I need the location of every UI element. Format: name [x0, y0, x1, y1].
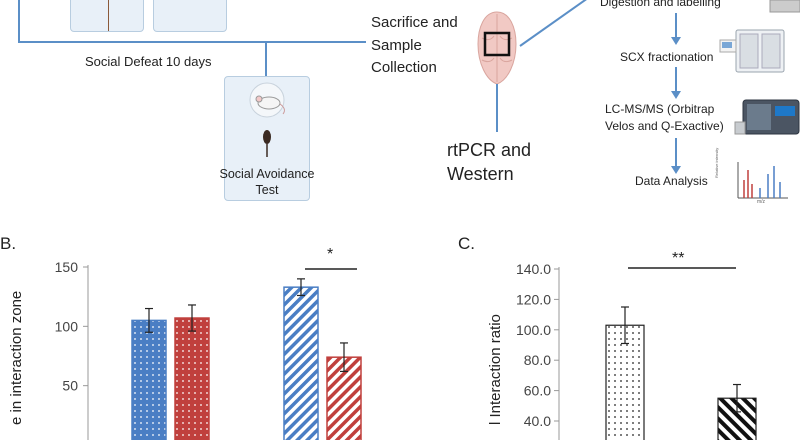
bracket-horizontal: [18, 41, 366, 43]
y-tick-label: 100.0: [516, 322, 551, 338]
spectrum-y-label: Relative intensity: [714, 147, 719, 178]
arrow-down-2: [671, 67, 681, 99]
brain-to-workflow-line: [519, 0, 587, 47]
arrow-down-1: [671, 13, 681, 45]
cage-divider: [108, 0, 109, 31]
spectrum-x-label: m/z: [757, 199, 766, 205]
bar: [283, 286, 319, 440]
y-tick-label: 140.0: [516, 261, 551, 277]
workflow-step-lcms-2: Velos and Q-Exactive): [605, 119, 724, 133]
sacrifice-line2: Sample: [371, 37, 422, 54]
cage-box-left: [70, 0, 144, 32]
panel-c-significance: **: [672, 250, 685, 267]
social-avoidance-line2: Test: [255, 183, 279, 197]
mouse-icon: [249, 82, 285, 157]
bracket-left-vertical: [18, 0, 20, 42]
spectrum-icon: [737, 162, 788, 199]
social-defeat-label: Social Defeat 10 days: [85, 54, 212, 69]
mass-spec-icon: [734, 99, 800, 135]
y-tick-label: 40.0: [524, 413, 551, 429]
bracket-center-stem: [265, 42, 267, 78]
workflow-step-digestion: Digestion and labelling: [600, 0, 721, 9]
y-tick-label: 80.0: [524, 352, 551, 368]
rtpcr-line1: rtPCR and: [447, 140, 532, 160]
social-avoidance-line1: Social Avoidance: [219, 167, 315, 181]
chart-b: 50 100 150: [55, 259, 362, 440]
chart-c: 40.0 60.0 80.0 100.0 120.0 140.0: [516, 261, 757, 440]
rtpcr-line2: Western: [447, 164, 514, 184]
sacrifice-line1: Sacrifice and: [371, 14, 458, 31]
sacrifice-line3: Collection: [371, 59, 437, 76]
y-tick-label: 60.0: [524, 383, 551, 399]
workflow-step-lcms-1: LC-MS/MS (Orbitrap: [605, 102, 715, 116]
cage-box-right: [153, 0, 227, 32]
workflow-step-scx: SCX fractionation: [620, 50, 714, 64]
brain-icon: [477, 11, 517, 85]
y-tick-label: 50: [62, 378, 78, 394]
y-tick-label: 120.0: [516, 291, 551, 307]
instrument-icon-top: [769, 0, 800, 13]
workflow-step-analysis: Data Analysis: [635, 174, 708, 188]
panel-c-label: C.: [458, 234, 475, 253]
brain-to-rtpcr-line: [496, 84, 498, 132]
brain-selection-box: [483, 31, 511, 57]
social-avoidance-box: Social Avoidance Test: [220, 76, 314, 201]
scx-instrument-icon: [719, 29, 785, 73]
y-tick-label: 100: [55, 318, 79, 334]
arrow-down-3: [671, 138, 681, 174]
bar: [131, 319, 167, 440]
brown-mouse-icon: [263, 130, 271, 144]
y-tick-label: 150: [55, 259, 79, 275]
panel-b-significance: *: [327, 246, 334, 263]
bar: [174, 317, 210, 440]
panel-b-label: B.: [0, 234, 17, 253]
